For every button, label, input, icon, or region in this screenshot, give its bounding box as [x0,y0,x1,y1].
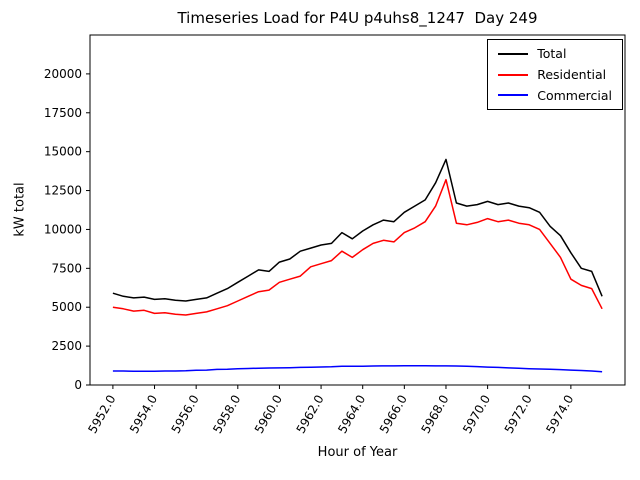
series-line-commercial [112,364,603,373]
x-tick-label: 5970.0 [460,393,493,436]
legend-label: Total [537,46,567,61]
y-tick-label: 20000 [44,67,82,81]
y-axis-label: kW total [12,182,28,237]
y-tick-label: 2500 [51,339,82,353]
x-axis-label: Hour of Year [317,445,398,460]
y-tick-label: 0 [74,378,82,392]
legend-label: Residential [537,66,607,82]
x-tick-label: 5954.0 [127,393,160,436]
x-tick-label: 5958.0 [210,393,243,436]
legend-label: Commercial [537,87,612,103]
x-tick-label: 5962.0 [294,393,327,436]
legend-line-swatch [498,73,529,76]
x-tick-label: 5968.0 [418,393,451,436]
x-tick-label: 5964.0 [335,393,368,436]
y-tick-label: 12500 [44,184,82,198]
legend-item-residential: Residential [498,66,612,82]
x-tick-label: 5966.0 [377,393,410,436]
legend-item-commercial: Commercial [498,87,612,103]
x-tick-label: 5956.0 [169,393,202,436]
x-tick-label: 5960.0 [252,393,285,436]
x-tick-label: 5974.0 [543,393,576,436]
y-tick-label: 15000 [44,145,82,159]
y-tick-label: 10000 [44,222,82,236]
series-line-total [112,158,603,302]
legend-line-swatch [498,94,529,97]
legend: Total Residential Commercial [487,39,623,111]
chart-title: Timeseries Load for P4U p4uhs8_1247 Day … [177,9,538,27]
y-tick-label: 5000 [51,300,82,314]
legend-line-swatch [498,52,529,55]
x-tick-label: 5972.0 [502,393,535,436]
y-tick-label: 17500 [44,106,82,120]
x-tick-label: 5952.0 [85,393,118,436]
series-line-residential [112,178,603,316]
axes-frame [89,34,626,386]
legend-item-total: Total [498,47,612,61]
y-tick-label: 7500 [51,261,82,275]
